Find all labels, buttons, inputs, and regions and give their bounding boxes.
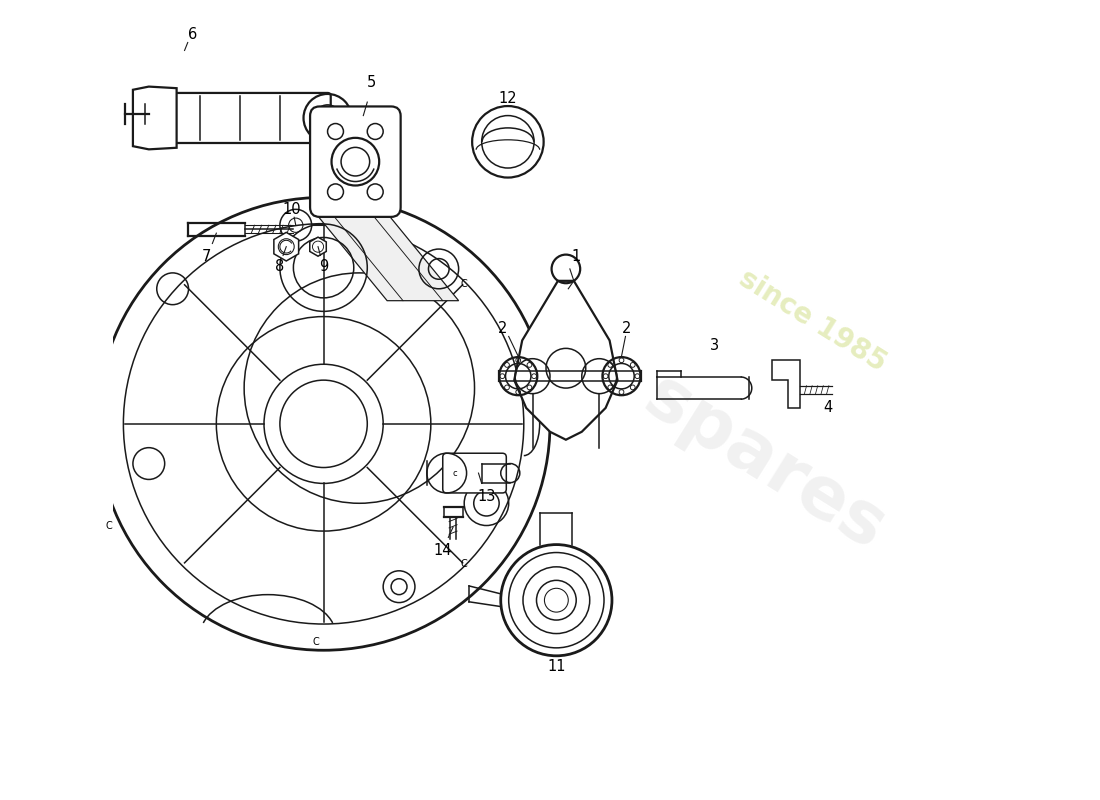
Text: 7: 7 [202,250,211,265]
Text: C: C [460,278,467,289]
Text: c: c [452,469,456,478]
Text: 2: 2 [623,321,631,336]
Text: 6: 6 [188,27,197,42]
Text: 2: 2 [497,321,507,336]
Polygon shape [316,214,459,301]
Text: 5: 5 [366,74,376,90]
Polygon shape [514,281,617,440]
Text: C: C [460,559,467,569]
Text: 13: 13 [477,490,496,505]
Text: since 1985: since 1985 [734,264,891,377]
Text: 3: 3 [710,338,719,354]
Text: 4: 4 [824,401,833,415]
Text: 9: 9 [319,259,328,274]
Text: C: C [312,638,319,647]
Text: 12: 12 [498,90,517,106]
Text: 14: 14 [433,543,452,558]
Text: spares: spares [631,362,898,565]
FancyBboxPatch shape [165,93,331,143]
Text: 8: 8 [275,259,285,274]
Text: C: C [106,521,112,530]
Text: 10: 10 [283,202,301,217]
Polygon shape [772,360,801,408]
FancyBboxPatch shape [310,106,400,217]
FancyBboxPatch shape [442,454,506,493]
Text: 1: 1 [572,250,581,265]
Polygon shape [274,232,298,261]
Text: 11: 11 [547,658,565,674]
Polygon shape [310,237,327,256]
Polygon shape [311,224,336,225]
Polygon shape [133,86,177,150]
